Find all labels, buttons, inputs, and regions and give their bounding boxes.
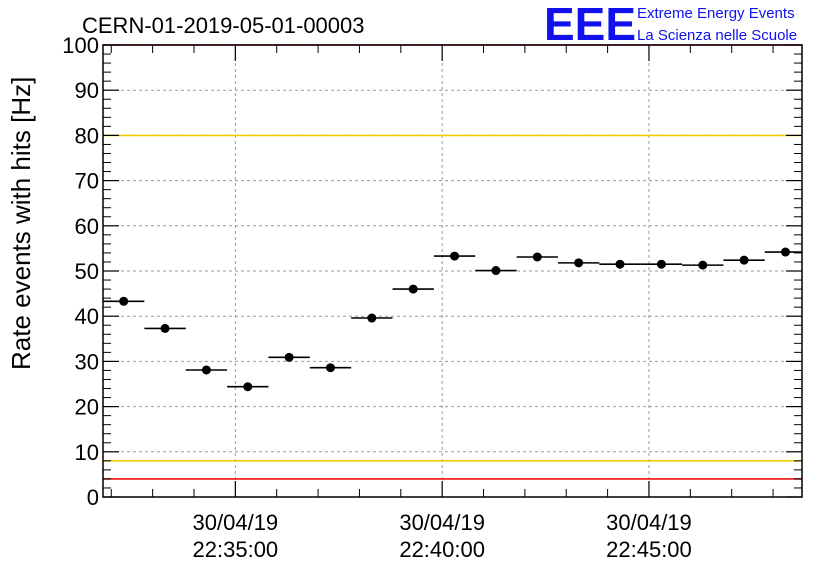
y-tick-label: 30 [75,349,99,374]
plot-frame [102,44,803,498]
y-tick-label: 60 [75,214,99,239]
data-point [408,284,418,294]
logo-line-1: Extreme Energy Events [637,5,795,22]
data-point [284,352,294,362]
data-point [656,259,666,269]
x-tick-labels: 30/04/1922:35:0030/04/1922:40:0030/04/19… [193,510,692,562]
eee-logo: EEE Extreme Energy Events La Scienza nel… [544,0,797,50]
data-point [367,313,377,323]
y-axis-label: Rate events with hits [Hz] [6,77,36,370]
data-point [780,247,790,257]
y-tick-labels: 0 10 20 30 40 50 60 70 80 90 100 [62,33,99,510]
data-point [574,258,584,268]
data-point [491,266,501,276]
data-points [103,247,802,392]
y-tick-label: 0 [87,485,99,510]
logo-line-2: La Scienza nelle Scuole [637,27,797,44]
data-point [325,363,335,373]
y-tick-label: 70 [75,169,99,194]
data-point [243,382,253,392]
data-point [739,255,749,265]
x-tick-time: 22:40:00 [399,537,485,562]
y-tick-label: 10 [75,440,99,465]
x-tick-date: 30/04/19 [193,510,279,535]
data-point [698,260,708,270]
data-point [450,251,460,261]
data-point [532,252,542,262]
y-tick-label: 40 [75,304,99,329]
data-point [160,323,170,333]
y-tick-label: 90 [75,78,99,103]
data-point [201,365,211,375]
data-point [615,259,625,269]
y-tick-label: 50 [75,259,99,284]
chart-title: CERN-01-2019-05-01-00003 [82,13,365,38]
y-tick-label: 20 [75,395,99,420]
y-tick-label: 100 [62,33,99,58]
logo-mark: EEE [544,0,636,50]
x-tick-time: 22:35:00 [193,537,279,562]
y-tick-label: 80 [75,123,99,148]
reference-lines [103,44,802,480]
data-point [119,296,129,306]
x-tick-date: 30/04/19 [399,510,485,535]
x-tick-date: 30/04/19 [606,510,692,535]
grid-lines [103,45,802,497]
x-tick-time: 22:45:00 [606,537,692,562]
